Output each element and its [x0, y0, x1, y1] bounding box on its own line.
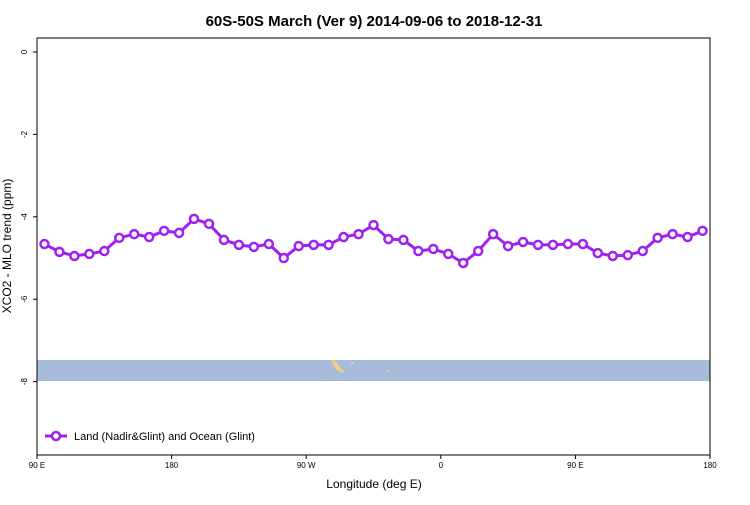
point [667, 228, 678, 240]
point [293, 240, 304, 252]
point [457, 257, 469, 269]
point [622, 249, 633, 261]
point [248, 241, 260, 253]
point [218, 234, 230, 246]
map-strip [37, 360, 710, 381]
point [203, 218, 215, 230]
point [173, 227, 185, 239]
land-shape [351, 362, 354, 364]
point [413, 245, 424, 257]
point [69, 250, 80, 262]
point [383, 233, 394, 245]
point [428, 243, 439, 255]
point [562, 238, 574, 250]
x-tick-label: 180 [703, 461, 717, 470]
point [443, 248, 454, 260]
legend-label: Land (Nadir&Glint) and Ocean (Glint) [74, 431, 255, 443]
point [353, 228, 364, 240]
x-tick-label: 90 E [567, 461, 583, 470]
point [323, 239, 334, 251]
point [398, 234, 409, 246]
y-tick-label: 0 [20, 49, 29, 54]
point [39, 238, 50, 250]
point [114, 232, 125, 244]
point [532, 239, 544, 251]
point [577, 238, 589, 250]
point [278, 252, 290, 264]
land-shape [387, 370, 389, 372]
point [637, 245, 648, 257]
point [517, 236, 529, 248]
point [158, 225, 170, 237]
land-shape [331, 360, 345, 373]
y-tick-label: -4 [20, 213, 29, 221]
x-tick-label: 90 W [297, 461, 316, 470]
point [233, 239, 245, 251]
point [263, 238, 275, 250]
plot-frame [36, 37, 711, 456]
x-tick-label: 90 E [29, 461, 45, 470]
y-axis-label: XCO2 - MLO trend (ppm) [0, 179, 14, 314]
legend-marker [50, 430, 62, 442]
point [472, 245, 484, 257]
point [54, 246, 65, 258]
point [338, 231, 349, 243]
x-tick-label: 180 [165, 461, 179, 470]
point [697, 225, 708, 237]
x-tick-label: 0 [439, 461, 444, 470]
point [607, 250, 619, 262]
point [368, 219, 379, 231]
point [502, 240, 514, 252]
point [682, 231, 693, 243]
x-axis-label: Longitude (deg E) [326, 477, 421, 491]
y-tick-label: -6 [20, 295, 29, 303]
y-tick-label: -2 [20, 130, 29, 138]
point [143, 231, 155, 243]
point [487, 228, 499, 240]
point [128, 228, 140, 240]
point [84, 248, 95, 260]
chart-title: 60S-50S March (Ver 9) 2014-09-06 to 2018… [206, 13, 543, 30]
point [592, 247, 604, 259]
point [308, 239, 319, 251]
point [547, 239, 559, 251]
point [99, 245, 110, 257]
point [652, 232, 663, 244]
y-tick-label: -8 [20, 378, 29, 386]
point [188, 213, 200, 225]
